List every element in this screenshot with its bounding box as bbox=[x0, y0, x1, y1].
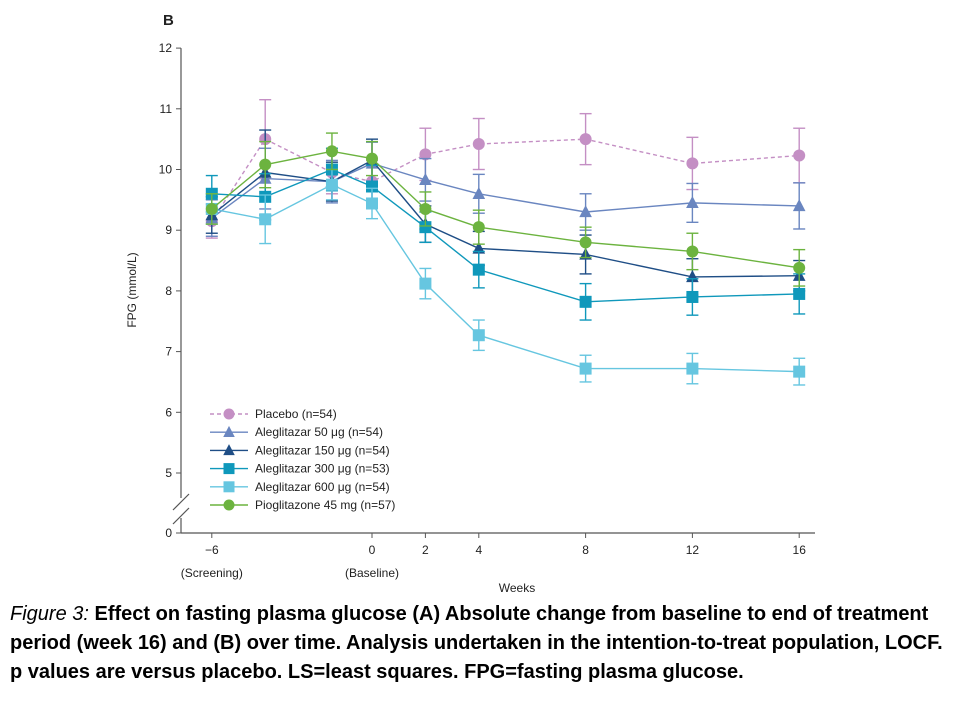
data-point bbox=[579, 295, 592, 308]
legend-item: Aleglitazar 600 μg (n=54) bbox=[210, 480, 390, 494]
legend-label: Pioglitazone 45 mg (n=57) bbox=[255, 498, 395, 512]
data-point bbox=[472, 263, 485, 276]
data-point bbox=[366, 152, 378, 165]
fpg-line-chart: B 0 5 6 7 8 9 10 11 12 −6 (Screening) 0 (Baseline) 2 4… bbox=[125, 12, 815, 595]
series-5 bbox=[205, 168, 806, 386]
legend-label: Aleglitazar 600 μg (n=54) bbox=[255, 480, 390, 494]
y-tick-label: 8 bbox=[165, 284, 172, 298]
legend-label: Aleglitazar 300 μg (n=53) bbox=[255, 462, 390, 476]
data-point bbox=[686, 362, 699, 375]
series-6 bbox=[205, 132, 806, 287]
data-point bbox=[793, 149, 806, 162]
data-point bbox=[793, 261, 806, 274]
y-tick-label: 10 bbox=[159, 163, 173, 177]
series-4 bbox=[205, 147, 806, 321]
data-point bbox=[472, 329, 485, 342]
legend-marker bbox=[223, 408, 235, 420]
legend-item: Placebo (n=54) bbox=[210, 407, 337, 421]
series-line bbox=[211, 168, 800, 303]
caption-text: Effect on fasting plasma glucose (A) Abs… bbox=[10, 603, 943, 683]
data-point bbox=[686, 245, 699, 258]
data-point bbox=[419, 277, 432, 290]
legend-label: Aleglitazar 50 μg (n=54) bbox=[255, 425, 383, 439]
data-point bbox=[366, 197, 378, 210]
axis-break-mark bbox=[172, 507, 190, 525]
x-tick-label: 4 bbox=[475, 543, 482, 557]
x-tick-label: 12 bbox=[686, 543, 700, 557]
data-point bbox=[579, 133, 592, 146]
x-tick-label: −6 bbox=[205, 543, 219, 557]
data-point bbox=[793, 287, 806, 300]
axes: 0 5 6 7 8 9 10 11 12 −6 (Screening) 0 (Baseline) 2 4 8 1… bbox=[159, 41, 815, 580]
legend-label: Placebo (n=54) bbox=[255, 407, 337, 421]
y-axis-title: FPG (mmol/L) bbox=[125, 252, 139, 327]
legend-marker bbox=[223, 463, 235, 475]
legend-label: Aleglitazar 150 μg (n=54) bbox=[255, 443, 390, 457]
legend-marker bbox=[223, 425, 235, 437]
data-point bbox=[686, 195, 699, 209]
legend-marker bbox=[223, 499, 235, 511]
data-point bbox=[205, 202, 218, 215]
x-tick-label: 0 bbox=[369, 543, 376, 557]
legend-marker bbox=[223, 444, 235, 456]
data-point bbox=[686, 157, 699, 170]
x-tick-label: 16 bbox=[793, 543, 807, 557]
series-line bbox=[211, 159, 800, 278]
data-point bbox=[325, 178, 338, 191]
legend-item: Aleglitazar 300 μg (n=53) bbox=[210, 462, 390, 476]
data-point bbox=[792, 199, 806, 212]
figure-caption: Figure 3: Effect on fasting plasma gluco… bbox=[10, 600, 945, 687]
data-point bbox=[579, 236, 592, 249]
caption-lead: Figure 3: bbox=[10, 603, 89, 625]
data-point bbox=[366, 180, 378, 193]
panel-label: B bbox=[163, 12, 174, 29]
series-layer bbox=[205, 98, 806, 386]
y-tick-label: 9 bbox=[165, 223, 172, 237]
x-tick-label: 8 bbox=[582, 543, 589, 557]
data-point bbox=[259, 213, 272, 226]
legend: Placebo (n=54) Aleglitazar 50 μg (n=54) Al… bbox=[210, 407, 395, 512]
data-point bbox=[579, 362, 592, 375]
x-tick-sublabel: (Screening) bbox=[181, 566, 243, 580]
data-point bbox=[419, 202, 432, 215]
y-tick-label: 7 bbox=[165, 345, 172, 359]
data-point bbox=[419, 148, 432, 161]
x-axis-title: Weeks bbox=[499, 581, 535, 595]
series-2 bbox=[205, 141, 806, 237]
data-point bbox=[472, 138, 485, 151]
data-point bbox=[259, 158, 272, 171]
legend-item: Pioglitazone 45 mg (n=57) bbox=[210, 498, 395, 512]
data-point bbox=[325, 145, 338, 158]
legend-item: Aleglitazar 50 μg (n=54) bbox=[210, 425, 383, 439]
data-point bbox=[472, 186, 486, 199]
series-1 bbox=[205, 98, 806, 239]
series-3 bbox=[205, 129, 806, 296]
series-line bbox=[211, 162, 800, 219]
x-tick-sublabel: (Baseline) bbox=[345, 566, 399, 580]
y-tick-label: 6 bbox=[165, 405, 172, 419]
y-tick-label: 11 bbox=[160, 102, 173, 116]
y-tick-label: 5 bbox=[165, 466, 172, 480]
axis-break-mark bbox=[172, 493, 190, 511]
data-point bbox=[686, 290, 699, 303]
legend-item: Aleglitazar 150 μg (n=54) bbox=[210, 443, 390, 457]
data-point bbox=[793, 365, 806, 378]
data-point bbox=[419, 172, 432, 185]
data-point bbox=[472, 221, 485, 234]
x-tick-label: 2 bbox=[422, 543, 429, 557]
y-tick-label: 12 bbox=[159, 41, 173, 55]
data-point bbox=[472, 241, 486, 254]
data-point bbox=[579, 205, 592, 218]
data-point bbox=[419, 221, 432, 234]
legend-marker bbox=[223, 481, 235, 493]
y-tick-label: 0 bbox=[165, 526, 172, 540]
